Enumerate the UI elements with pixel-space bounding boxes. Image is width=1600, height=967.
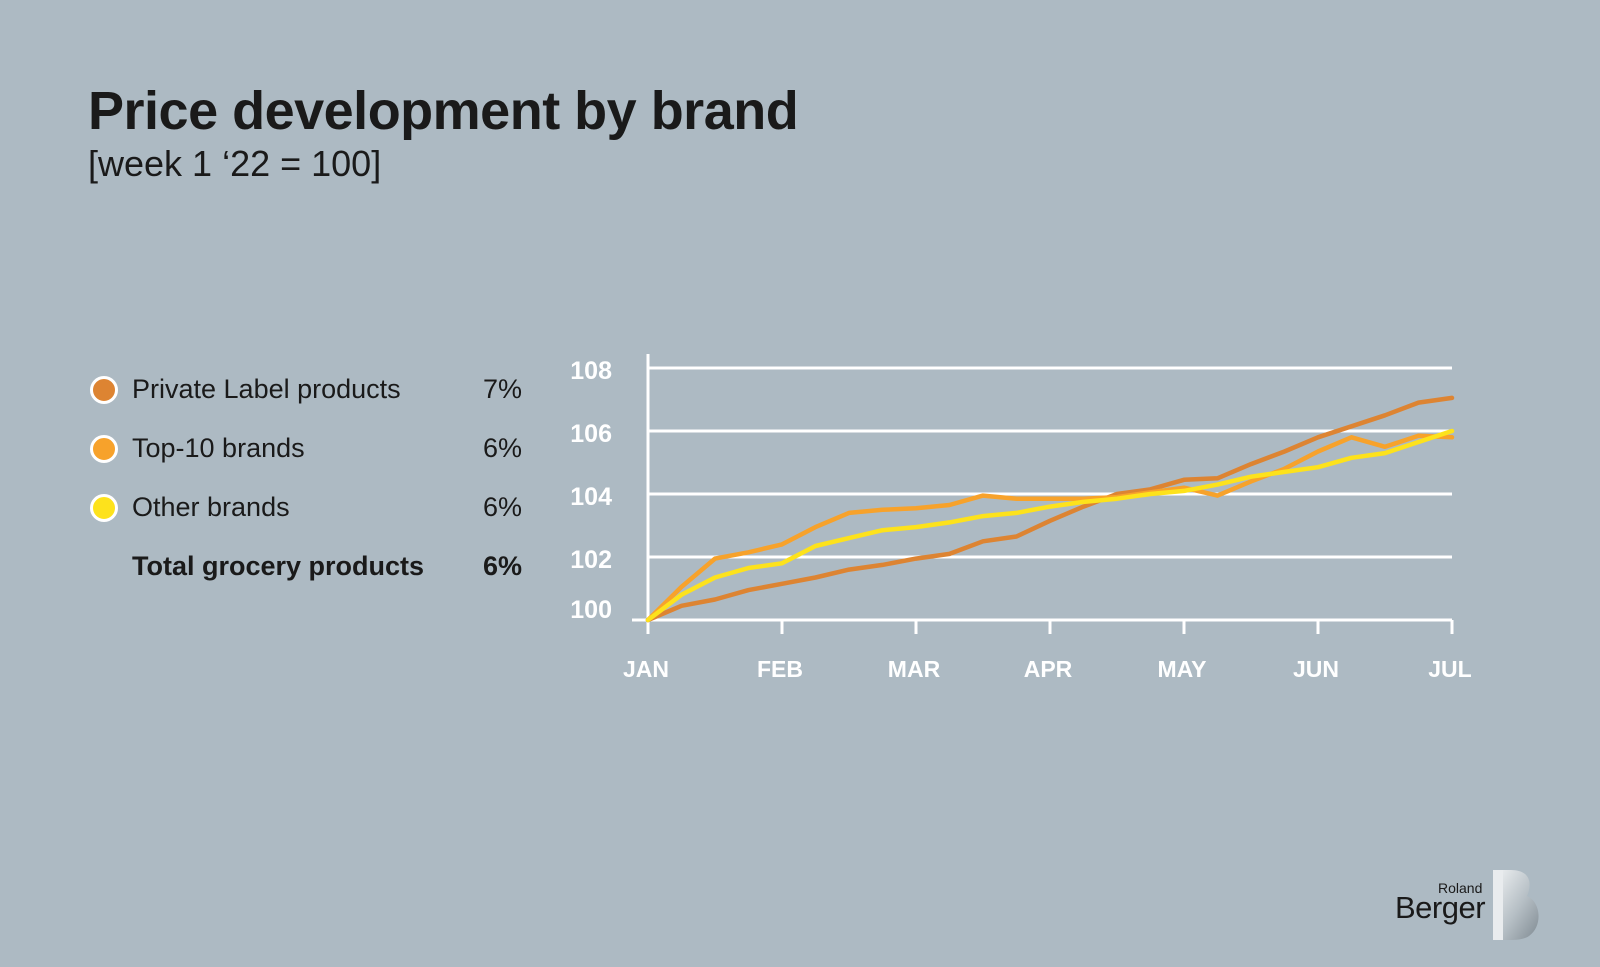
legend-value: 6%	[482, 433, 522, 463]
other-brands-dot-icon	[90, 493, 118, 522]
logo-text-small: Roland	[1438, 880, 1483, 896]
x-tick-label-jan: JAN	[623, 656, 669, 682]
legend-spacer	[90, 553, 118, 581]
series-line-other-brands	[645, 428, 1455, 623]
legend-item-top10-brands: Top-10 brands 6%	[90, 419, 522, 478]
y-tick-label-102: 102	[570, 546, 612, 574]
logo-text-big: Berger	[1395, 890, 1486, 925]
x-tick-label-mar: MAR	[888, 656, 941, 682]
series-line-top-10-brands	[645, 433, 1455, 623]
legend-label: Total grocery products	[132, 551, 425, 581]
x-tick-label-may: MAY	[1158, 656, 1207, 682]
legend-value: 6%	[482, 492, 522, 522]
line-chart: 100 102 104 106 108 JAN FEB MAR APR MAY JUN JUL	[570, 354, 1472, 682]
y-tick-label-100: 100	[570, 596, 612, 624]
x-tick-label-feb: FEB	[757, 656, 803, 682]
roland-berger-logo: Roland Berger	[1395, 868, 1545, 943]
y-tick-label-106: 106	[570, 420, 612, 448]
legend-label: Private Label products	[132, 374, 401, 404]
chart-title: Price development by brand	[88, 81, 799, 141]
legend-value: 6%	[482, 551, 522, 581]
legend: Private Label products 7% Top-10 brands …	[90, 360, 522, 596]
legend-value: 7%	[482, 374, 522, 404]
y-tick-label-108: 108	[570, 357, 612, 385]
legend-label: Top-10 brands	[132, 433, 305, 463]
private-label-dot-icon	[90, 375, 118, 404]
chart-subtitle: [week 1 ‘22 = 100]	[88, 143, 382, 184]
series-line-private-label-products	[645, 395, 1455, 623]
x-tick-label-jun: JUN	[1293, 656, 1339, 682]
y-tick-label-104: 104	[570, 483, 612, 511]
legend-item-total: Total grocery products 6%	[90, 537, 522, 596]
x-tick-label-apr: APR	[1024, 656, 1073, 682]
logo-b-mark-icon	[1493, 870, 1539, 940]
legend-label: Other brands	[132, 492, 290, 522]
top10-brands-dot-icon	[90, 434, 118, 463]
legend-item-other-brands: Other brands 6%	[90, 478, 522, 537]
legend-item-private-label: Private Label products 7%	[90, 360, 522, 419]
x-tick-label-jul: JUL	[1428, 656, 1471, 682]
